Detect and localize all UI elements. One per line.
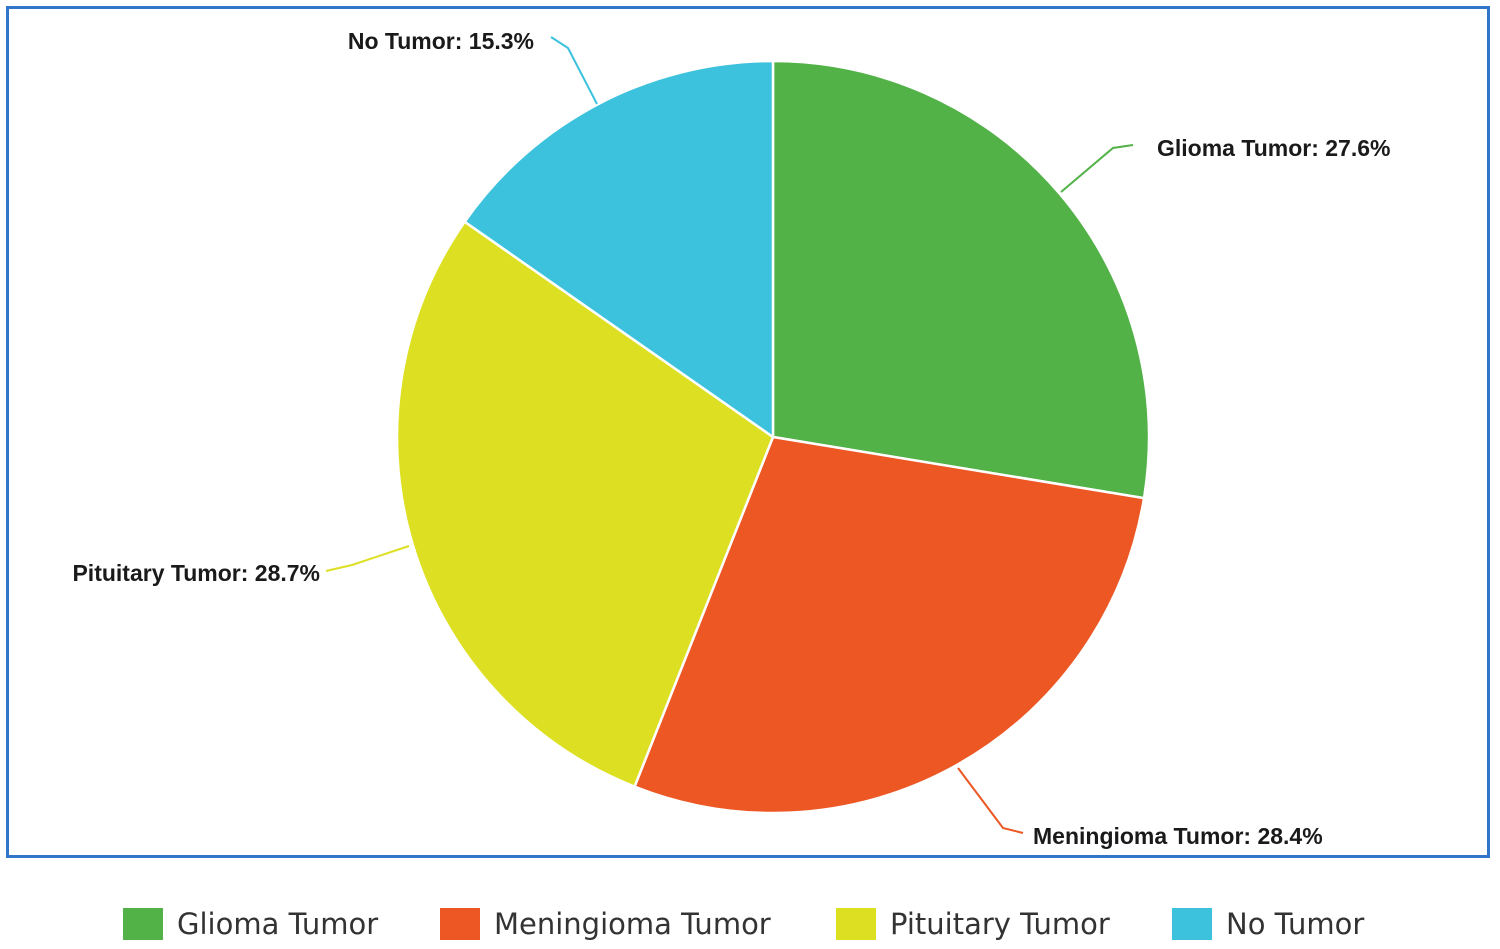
pie-slice-glioma[interactable] xyxy=(771,59,1151,500)
legend-item-meningioma[interactable]: Meningioma Tumor xyxy=(440,906,771,942)
legend-item-pituitary[interactable]: Pituitary Tumor xyxy=(836,906,1110,942)
legend-swatch-meningioma xyxy=(440,908,480,940)
slice-label-no-tumor: No Tumor: 15.3% xyxy=(348,28,534,54)
legend-swatch-no-tumor xyxy=(1172,908,1212,940)
legend-swatch-pituitary xyxy=(836,908,876,940)
legend-label-glioma: Glioma Tumor xyxy=(177,907,379,941)
slice-label-glioma: Glioma Tumor: 27.6% xyxy=(1157,135,1390,161)
legend-swatch-glioma xyxy=(123,908,163,940)
legend-item-glioma[interactable]: Glioma Tumor xyxy=(123,906,378,942)
leader-line-glioma xyxy=(1060,144,1134,193)
legend-label-meningioma: Meningioma Tumor xyxy=(494,907,771,941)
pie-slice-no-tumor[interactable] xyxy=(463,59,775,439)
pie-slice-pituitary[interactable] xyxy=(395,220,775,788)
pie-slices xyxy=(395,59,1151,815)
pie-chart: Glioma Tumor: 27.6% Meningioma Tumor: 28… xyxy=(72,28,1390,849)
legend: Glioma Tumor Meningioma Tumor Pituitary … xyxy=(0,900,1500,948)
slice-label-meningioma: Meningioma Tumor: 28.4% xyxy=(1033,823,1323,849)
slice-labels: Glioma Tumor: 27.6% Meningioma Tumor: 28… xyxy=(72,28,1390,849)
legend-item-no-tumor[interactable]: No Tumor xyxy=(1172,906,1364,942)
pie-slice-meningioma[interactable] xyxy=(633,435,1146,815)
leader-lines xyxy=(325,36,1134,834)
leader-line-no-tumor xyxy=(550,36,598,105)
legend-label-pituitary: Pituitary Tumor xyxy=(890,907,1110,941)
legend-label-no-tumor: No Tumor xyxy=(1226,907,1365,941)
leader-line-pituitary xyxy=(325,545,410,572)
leader-line-meningioma xyxy=(957,767,1024,834)
slice-label-pituitary: Pituitary Tumor: 28.7% xyxy=(72,560,320,586)
